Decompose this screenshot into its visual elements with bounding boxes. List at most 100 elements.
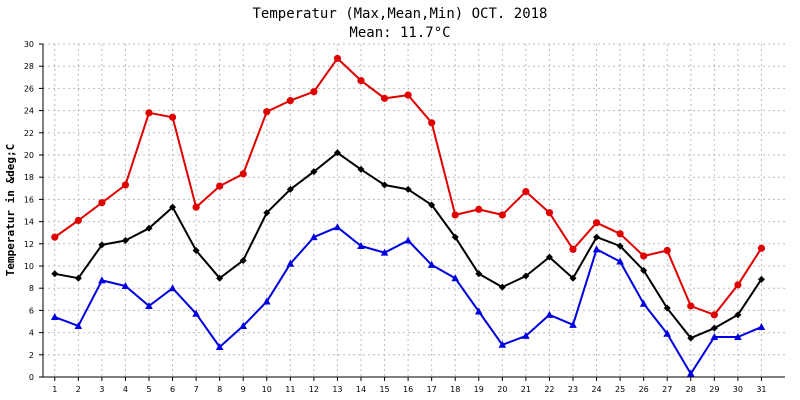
data-point-mean	[757, 275, 765, 283]
data-point-mean	[498, 283, 506, 291]
data-point-max	[145, 109, 153, 117]
x-tick-label: 1	[52, 385, 57, 394]
data-point-mean	[145, 224, 153, 232]
data-point-max	[710, 311, 718, 319]
data-point-max	[404, 91, 412, 99]
data-point-mean	[381, 181, 389, 189]
data-point-max	[734, 281, 742, 289]
data-point-mean	[286, 185, 294, 193]
data-point-max	[640, 252, 648, 260]
x-tick-label: 6	[170, 385, 175, 394]
data-point-max	[569, 245, 577, 253]
y-axis-label: Temperatur in &deg;C	[4, 144, 17, 276]
y-tick-label: 28	[24, 62, 34, 71]
data-point-min	[451, 274, 460, 282]
data-point-max	[663, 246, 671, 255]
y-tick-label: 18	[24, 173, 34, 182]
data-point-min	[545, 310, 554, 318]
data-point-mean	[74, 274, 82, 282]
x-tick-label: 15	[379, 385, 389, 394]
y-tick-label: 8	[29, 284, 34, 293]
data-point-mean	[216, 274, 224, 282]
data-point-max	[687, 302, 695, 310]
x-tick-label: 7	[194, 385, 199, 394]
series-layer	[50, 54, 766, 377]
data-point-min	[734, 333, 742, 341]
data-point-max	[216, 182, 224, 190]
x-tick-label: 13	[332, 385, 342, 394]
data-point-max	[192, 203, 200, 211]
data-point-min	[663, 329, 672, 337]
data-point-min	[686, 369, 695, 377]
x-tick-label: 16	[403, 385, 413, 394]
data-point-min	[262, 297, 271, 305]
data-point-min	[333, 223, 342, 231]
data-point-mean	[687, 334, 695, 342]
data-point-min	[192, 309, 200, 317]
data-point-min	[616, 257, 624, 265]
data-point-max	[286, 97, 294, 105]
data-point-mean	[710, 324, 718, 332]
x-tick-label: 12	[309, 385, 319, 394]
y-tick-label: 26	[24, 84, 34, 93]
x-tick-label: 31	[756, 385, 766, 394]
x-tick-label: 22	[544, 385, 554, 394]
data-point-mean	[545, 253, 553, 261]
data-point-min	[168, 284, 177, 292]
data-point-max	[498, 211, 506, 219]
data-point-mean	[310, 168, 318, 176]
data-point-min	[145, 301, 153, 309]
data-point-mean	[734, 311, 742, 319]
data-point-mean	[121, 236, 129, 244]
data-point-max	[98, 199, 106, 207]
data-point-mean	[333, 149, 341, 157]
data-point-max	[522, 188, 530, 196]
x-tick-label: 2	[76, 385, 81, 394]
y-tick-label: 30	[24, 40, 34, 49]
data-point-mean	[475, 270, 483, 278]
data-point-mean	[593, 233, 601, 241]
data-point-min	[474, 307, 483, 315]
data-point-max	[310, 88, 318, 96]
x-tick-label: 23	[568, 385, 578, 394]
data-point-max	[74, 216, 82, 225]
data-point-mean	[522, 272, 530, 280]
data-point-mean	[98, 241, 106, 249]
x-tick-label: 27	[662, 385, 672, 394]
x-tick-label: 4	[123, 385, 128, 394]
data-point-min	[427, 260, 436, 268]
y-tick-label: 22	[24, 129, 34, 138]
data-point-mean	[239, 256, 247, 264]
data-point-mean	[616, 242, 624, 250]
data-point-max	[239, 170, 247, 178]
y-tick-label: 4	[29, 329, 34, 338]
chart-subtitle: Mean: 11.7°C	[349, 25, 450, 41]
data-point-max	[545, 209, 554, 217]
data-point-min	[357, 242, 365, 250]
x-tick-label: 24	[591, 385, 601, 394]
data-point-mean	[263, 209, 271, 217]
data-point-mean	[404, 185, 412, 193]
x-tick-label: 18	[450, 385, 460, 394]
data-point-min	[239, 321, 248, 329]
y-tick-label: 6	[29, 306, 34, 315]
x-tick-label: 21	[521, 385, 531, 394]
y-tick-label: 12	[24, 240, 34, 249]
x-tick-label: 28	[686, 385, 696, 394]
data-point-max	[333, 54, 342, 63]
data-point-min	[286, 259, 295, 267]
data-point-min	[498, 340, 507, 348]
x-tick-label: 30	[733, 385, 743, 394]
data-point-min	[569, 320, 577, 328]
data-point-min	[121, 281, 130, 289]
data-point-max	[121, 181, 130, 189]
y-tick-label: 2	[29, 351, 34, 360]
y-tick-label: 24	[24, 107, 34, 116]
data-point-mean	[428, 201, 436, 209]
data-point-min	[74, 321, 83, 329]
chart-title: Temperatur (Max,Mean,Min) OCT. 2018	[252, 6, 547, 22]
data-point-max	[451, 211, 459, 219]
data-point-min	[404, 236, 412, 244]
data-point-mean	[192, 246, 200, 254]
